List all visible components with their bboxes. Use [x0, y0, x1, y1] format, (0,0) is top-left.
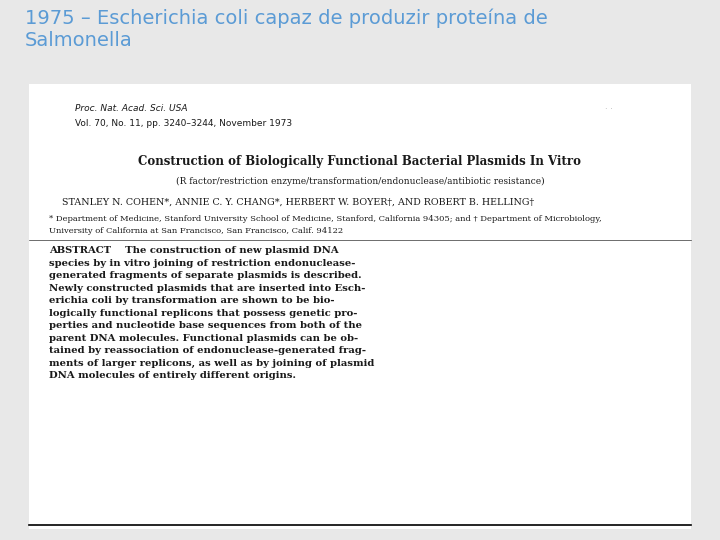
Bar — [29, 84, 691, 529]
Text: Vol. 70, No. 11, pp. 3240–3244, November 1973: Vol. 70, No. 11, pp. 3240–3244, November… — [75, 119, 292, 129]
Text: Proc. Nat. Acad. Sci. USA: Proc. Nat. Acad. Sci. USA — [75, 104, 188, 113]
Text: Salmonella: Salmonella — [25, 31, 133, 50]
Text: University of California at San Francisco, San Francisco, Calif. 94122: University of California at San Francisc… — [49, 227, 343, 235]
Text: Construction of Biologically Functional Bacterial Plasmids In Vitro: Construction of Biologically Functional … — [138, 155, 582, 168]
Text: STANLEY N. COHEN*, ANNIE C. Y. CHANG*, HERBERT W. BOYER†, AND ROBERT B. HELLING†: STANLEY N. COHEN*, ANNIE C. Y. CHANG*, H… — [62, 197, 534, 206]
Text: * Department of Medicine, Stanford University School of Medicine, Stanford, Cali: * Department of Medicine, Stanford Unive… — [49, 215, 601, 223]
Text: 1975 – Escherichia coli capaz de produzir proteína de: 1975 – Escherichia coli capaz de produzi… — [25, 8, 548, 28]
Text: ABSTRACT    The construction of new plasmid DNA
species by in vitro joining of r: ABSTRACT The construction of new plasmid… — [49, 246, 374, 380]
Text: (R factor/restriction enzyme/transformation/endonuclease/antibiotic resistance): (R factor/restriction enzyme/transformat… — [176, 177, 544, 186]
Text: . .: . . — [605, 103, 613, 111]
